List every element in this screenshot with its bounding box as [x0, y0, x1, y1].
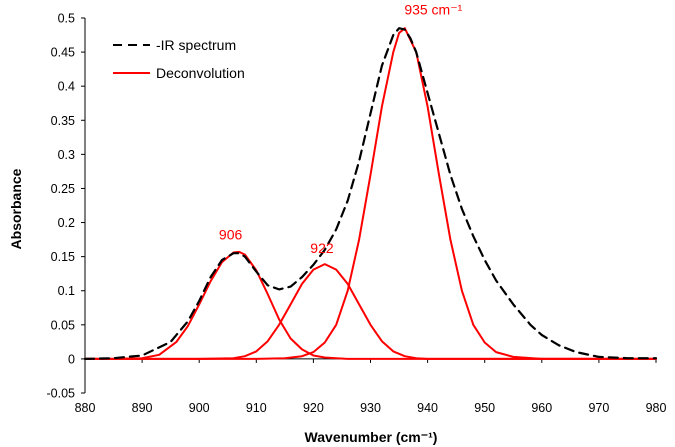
y-axis-title: Absorbance — [8, 168, 24, 249]
y-tick-label: 0.25 — [51, 182, 75, 196]
deconvolution-peak-922 — [84, 263, 657, 360]
x-tick-label: 950 — [474, 401, 495, 415]
x-tick-label: 920 — [303, 401, 324, 415]
y-axis-ticks: -0.05 0 0.05 0.1 0.15 0.2 0.25 0.3 0.35 0.4 0.45 0.… — [47, 12, 85, 401]
x-tick-label: 880 — [75, 401, 96, 415]
y-tick-label: 0.2 — [58, 216, 75, 230]
x-tick-label: 900 — [189, 401, 210, 415]
legend: -IR spectrum Deconvolution — [113, 37, 245, 81]
x-tick-label: 930 — [360, 401, 381, 415]
y-tick-label: 0.4 — [58, 80, 75, 94]
x-tick-label: 910 — [246, 401, 267, 415]
x-tick-label: 940 — [417, 401, 438, 415]
y-tick-label: 0 — [68, 352, 75, 366]
x-tick-label: 970 — [588, 401, 609, 415]
y-tick-label: 0.05 — [51, 318, 75, 332]
peak-annotations: 906 922 935 cm⁻¹ — [219, 2, 463, 257]
x-tick-label: 890 — [132, 401, 153, 415]
deconvolution-peak-906 — [84, 250, 657, 360]
series-lines — [83, 27, 658, 360]
x-tick-label: 960 — [531, 401, 552, 415]
y-tick-label: 0.45 — [51, 46, 75, 60]
legend-label: -IR spectrum — [156, 37, 236, 53]
y-tick-label: 0.15 — [51, 250, 75, 264]
y-tick-label: 0.3 — [58, 148, 75, 162]
y-tick-label: 0.35 — [51, 114, 75, 128]
y-tick-label: 0.1 — [58, 284, 75, 298]
legend-label: Deconvolution — [156, 65, 245, 81]
y-tick-label: 0.5 — [58, 12, 75, 26]
deconvolution-peak-935-cm — [84, 27, 657, 360]
peak-label: 922 — [310, 240, 334, 256]
y-tick-label: -0.05 — [47, 387, 76, 401]
ir-spectrum-line — [83, 27, 658, 360]
x-axis-ticks: 880 890 900 910 920 930 940 950 960 970 980 — [75, 358, 667, 415]
peak-label: 906 — [219, 227, 243, 243]
peak-label: 935 cm⁻¹ — [404, 2, 462, 18]
x-tick-label: 980 — [646, 401, 667, 415]
x-axis-title: Wavenumber (cm⁻¹) — [305, 429, 438, 445]
